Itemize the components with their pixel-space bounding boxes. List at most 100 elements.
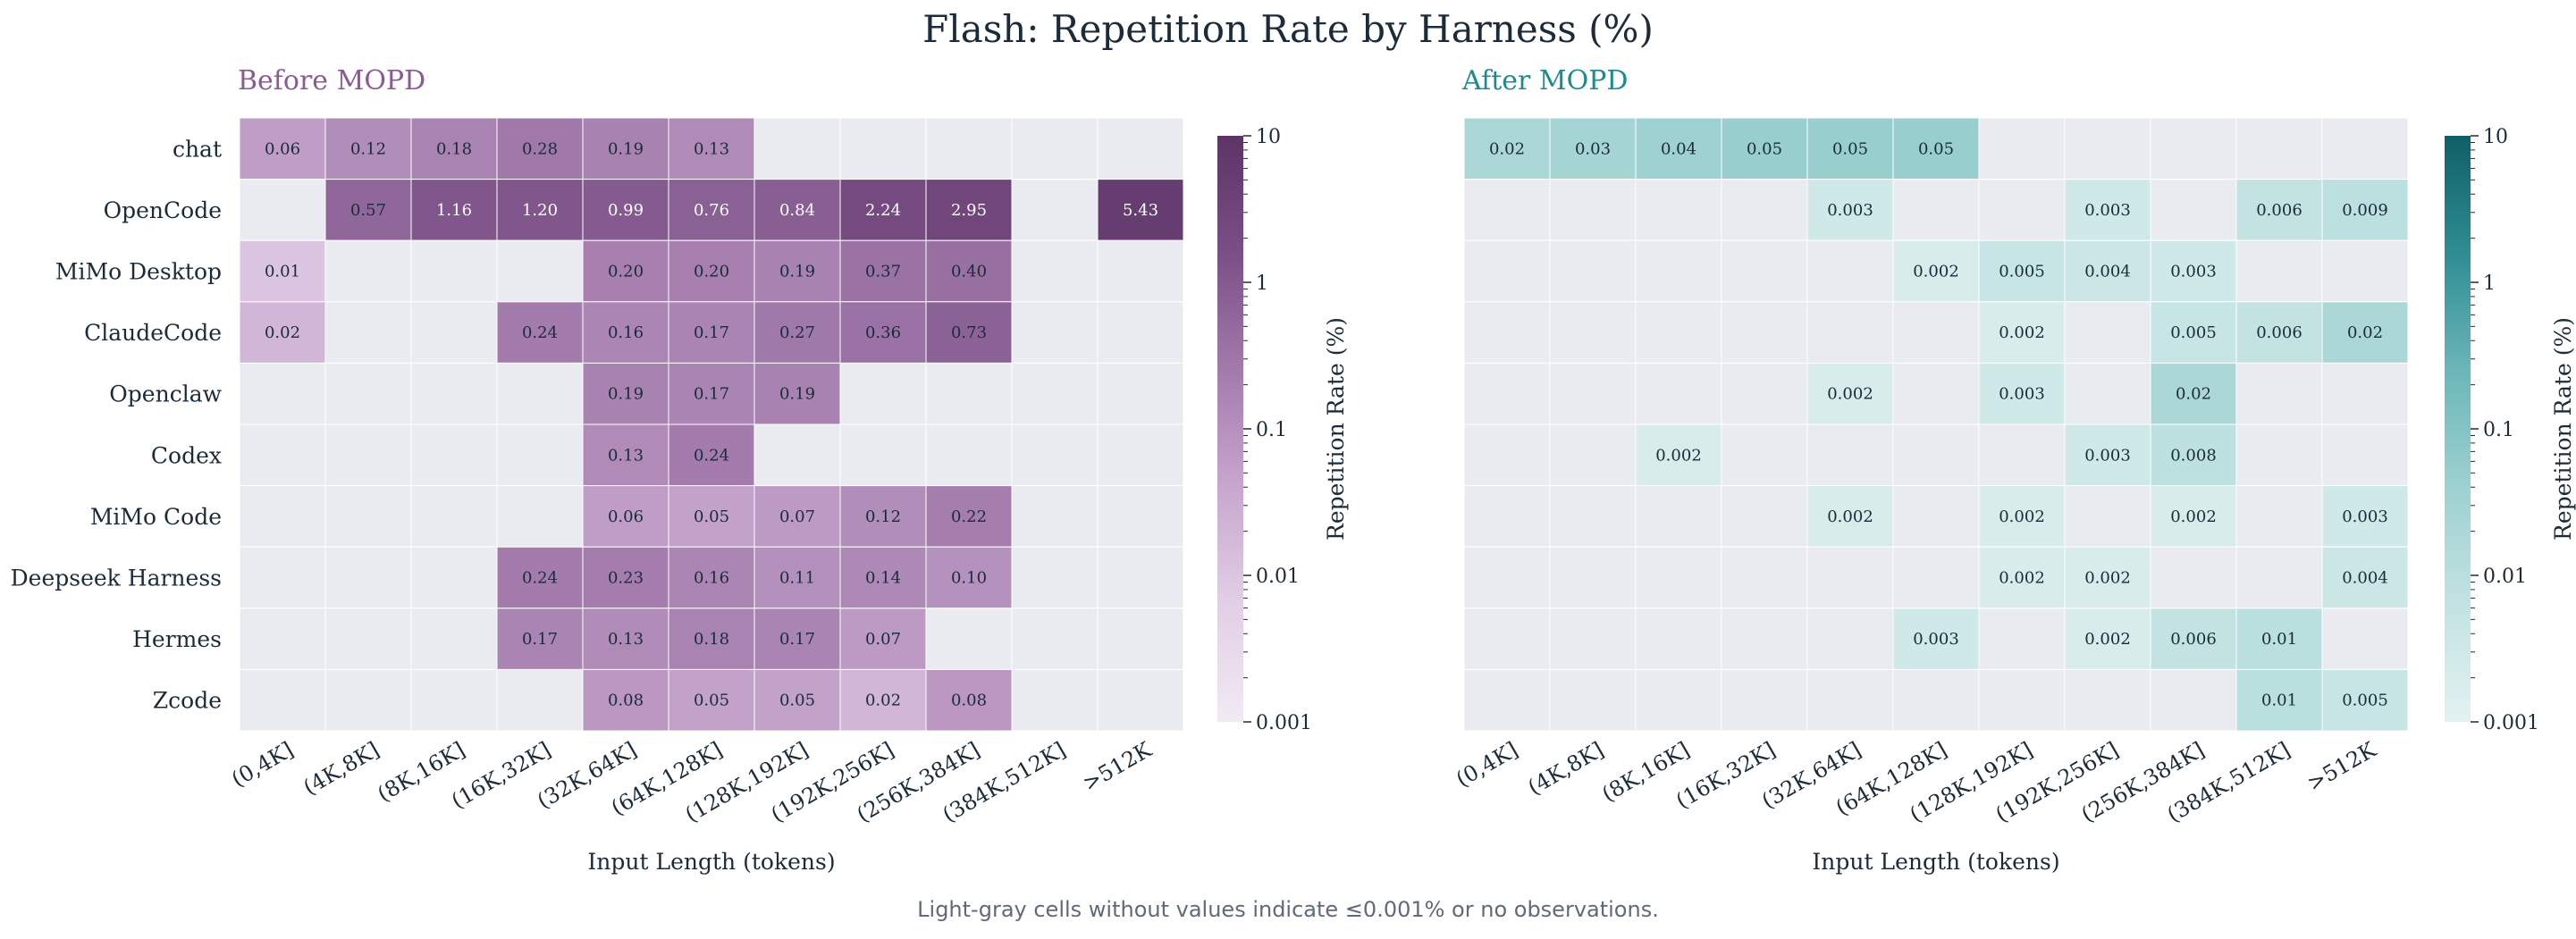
heatmap-cell: [668, 485, 755, 548]
heatmap-cell: [496, 546, 584, 609]
heatmap-cell: [1806, 546, 1894, 609]
heatmap-cell: [1721, 362, 1808, 425]
x-tick-label: (0,4K]: [1452, 737, 1522, 792]
heatmap-cell: [1721, 239, 1808, 303]
heatmap-cell: [1978, 362, 2066, 425]
heatmap-cell: [2321, 301, 2409, 364]
cell-value-label: 0.003: [1827, 201, 1873, 220]
cell-value-label: 0.76: [694, 201, 729, 220]
cell-value-label: 0.16: [608, 323, 644, 342]
cell-value-label: 0.003: [2170, 263, 2217, 281]
y-tick-label: Hermes: [132, 626, 222, 652]
cell-value-label: 0.16: [694, 569, 729, 588]
cell-value-label: 0.02: [1489, 139, 1525, 158]
x-tick-label: >512K: [2302, 736, 2381, 796]
heatmap-cell: [1892, 301, 1980, 364]
colorbar-tick-label: 10: [1256, 126, 1281, 148]
heatmap-cell: [1721, 668, 1808, 732]
heatmap-cell: [1978, 239, 2066, 303]
heatmap-cell: [239, 485, 326, 548]
x-tick-label: (4K,8K]: [299, 737, 383, 801]
cell-value-label: 0.05: [779, 692, 815, 710]
cell-value-label: 0.05: [694, 692, 729, 710]
cell-value-label: 0.002: [2084, 630, 2131, 649]
heatmap-cell: [2064, 362, 2151, 425]
heatmap-cell: [925, 117, 1013, 180]
cell-value-label: 0.02: [2347, 323, 2383, 342]
cell-value-label: 0.005: [2342, 692, 2388, 710]
y-tick-label: OpenCode: [104, 197, 222, 223]
heatmap-cell: [1463, 546, 1551, 609]
x-axis-label: Input Length (tokens): [587, 849, 835, 875]
cell-value-label: 0.003: [2084, 446, 2131, 465]
cell-value-label: 0.002: [1827, 507, 1873, 526]
heatmap-cell: [925, 423, 1013, 487]
cell-value-label: 0.002: [1913, 263, 1959, 281]
heatmap-cell: [1721, 546, 1808, 609]
heatmap-cell: [1463, 179, 1551, 241]
heatmap-cell: [668, 117, 755, 180]
heatmap-cell: [2321, 546, 2409, 609]
heatmap-cell: [2321, 117, 2409, 180]
cell-value-label: 0.17: [522, 630, 558, 649]
panel-title: Before MOPD: [238, 65, 425, 96]
heatmap-cell: [1806, 179, 1894, 241]
heatmap-cell: [239, 608, 326, 670]
heatmap-cell: [496, 239, 584, 303]
heatmap-cell: [582, 117, 669, 180]
heatmap-cell: [1011, 608, 1099, 670]
heatmap-cell: [1097, 179, 1184, 241]
heatmap-cell: [1549, 485, 1637, 548]
heatmap-cell: [1978, 301, 2066, 364]
figure-footnote: Light-gray cells without values indicate…: [917, 897, 1659, 922]
heatmap-cell: [753, 423, 841, 487]
cell-value-label: 0.003: [1913, 630, 1959, 649]
heatmap-cell: [324, 301, 412, 364]
heatmap-cell: [239, 668, 326, 732]
heatmap-cell: [753, 546, 841, 609]
heatmap-cell: [410, 546, 498, 609]
heatmap-cell: [2064, 546, 2151, 609]
heatmap-cell: [839, 117, 927, 180]
heatmap-cell: [1463, 117, 1551, 180]
heatmap-cell: [2235, 239, 2323, 303]
heatmap-cell: [496, 485, 584, 548]
heatmap-cell: [1011, 485, 1099, 548]
x-tick-label: (0,4K]: [227, 737, 298, 792]
heatmap-cell: [1463, 608, 1551, 670]
heatmap-cell: [1635, 546, 1722, 609]
cell-value-label: 0.05: [694, 507, 729, 526]
cell-value-label: 0.005: [2170, 323, 2217, 342]
cell-value-label: 0.20: [694, 263, 729, 281]
heatmap-cell: [1549, 668, 1637, 732]
cell-value-label: 0.40: [951, 263, 987, 281]
heatmap-cell: [1806, 668, 1894, 732]
heatmap-cell: [2150, 301, 2237, 364]
heatmap-cell: [1463, 485, 1551, 548]
heatmap-cell: [1549, 423, 1637, 487]
colorbar-tick-label: 1: [2483, 272, 2496, 295]
colorbar-label: Repetition Rate (%): [1323, 317, 1349, 541]
heatmap-cell: [1721, 301, 1808, 364]
heatmap-cell: [1892, 608, 1980, 670]
heatmap-cell: [1806, 239, 1894, 303]
heatmap-cell: [1635, 608, 1722, 670]
cell-value-label: 0.84: [779, 201, 815, 220]
heatmap-cell: [1635, 362, 1722, 425]
cell-value-label: 0.06: [265, 139, 300, 158]
heatmap-cell: [1806, 485, 1894, 548]
cell-value-label: 5.43: [1123, 201, 1158, 220]
heatmap-cell: [1635, 179, 1722, 241]
heatmap-cell: [2064, 301, 2151, 364]
heatmap-cell: [753, 608, 841, 670]
cell-value-label: 0.02: [865, 692, 901, 710]
cell-value-label: 0.11: [779, 569, 815, 588]
x-tick-label: >512K: [1078, 736, 1157, 796]
heatmap-cell: [839, 239, 927, 303]
cell-value-label: 0.23: [608, 569, 644, 588]
heatmap-cell: [1463, 668, 1551, 732]
cell-value-label: 0.28: [522, 139, 558, 158]
cell-value-label: 0.01: [265, 263, 300, 281]
cell-value-label: 1.20: [522, 201, 558, 220]
heatmap-cell: [753, 117, 841, 180]
